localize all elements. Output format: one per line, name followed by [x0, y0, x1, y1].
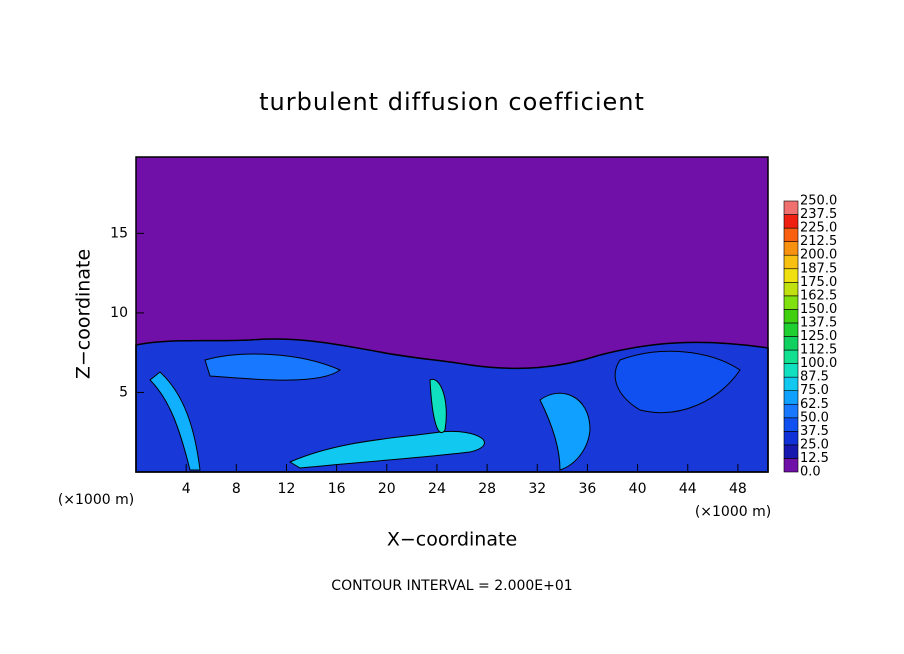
colorbar-label: 225.0 [800, 221, 837, 236]
x-tick-label: 16 [328, 481, 346, 497]
x-tick-label: 32 [528, 481, 546, 497]
colorbar-label: 200.0 [800, 248, 837, 263]
colorbar-label: 62.5 [800, 397, 829, 412]
colorbar-band [783, 268, 799, 283]
annotation: CONTOUR INTERVAL = 2.000E+01 [331, 578, 572, 594]
colorbar-band [783, 281, 799, 297]
colorbar-band [783, 444, 799, 459]
x-tick-label: 44 [679, 481, 697, 497]
y-tick-label: 10 [110, 305, 128, 321]
colorbar-label: 212.5 [800, 234, 837, 249]
colorbar-label: 75.0 [800, 383, 829, 398]
colorbar-band [783, 376, 799, 391]
colorbar-band [783, 336, 799, 351]
colorbar-label: 125.0 [800, 329, 837, 344]
colorbar-band [783, 322, 799, 337]
colorbar-label: 0.0 [800, 465, 821, 480]
x-axis-label: X−coordinate [387, 529, 517, 551]
colorbar-band [783, 417, 799, 432]
colorbar-label: 25.0 [800, 437, 829, 452]
colorbar-label: 250.0 [800, 194, 837, 209]
colorbar-label: 162.5 [800, 288, 837, 303]
turbulent-field [135, 338, 769, 473]
colorbar-band [783, 431, 799, 446]
colorbar-label: 87.5 [800, 370, 829, 385]
x-tick-label: 12 [278, 481, 296, 497]
x-tick-label: 4 [182, 481, 191, 497]
colorbar-label: 137.5 [800, 315, 837, 330]
colorbar-band [783, 363, 799, 378]
y-tick-label: 15 [110, 225, 128, 241]
colorbar-band [783, 200, 799, 215]
y-tick-label: 5 [119, 384, 128, 400]
colorbar-label: 50.0 [800, 410, 829, 425]
x-tick-label: 40 [629, 481, 647, 497]
x-tick-label: 36 [579, 481, 597, 497]
x-tick-label: 20 [378, 481, 396, 497]
colorbar-label: 12.5 [800, 451, 829, 466]
colorbar-band [783, 214, 799, 229]
colorbar-label: 112.5 [800, 343, 837, 358]
y-unit: (×1000 m) [58, 492, 134, 508]
colorbar-label: 237.5 [800, 207, 837, 222]
x-unit: (×1000 m) [695, 504, 771, 520]
y-axis-label: Z−coordinate [73, 249, 95, 379]
colorbar-band [783, 390, 799, 405]
colorbar-band [783, 349, 799, 364]
colorbar-label: 150.0 [800, 302, 837, 317]
colorbar-label: 100.0 [800, 356, 837, 371]
colorbar-label: 187.5 [800, 261, 837, 276]
colorbar-band [783, 295, 799, 310]
plot-frame [135, 156, 769, 473]
colorbar-label: 37.5 [800, 424, 829, 439]
chart-title: turbulent diffusion coefficient [259, 88, 645, 116]
colorbar-band [783, 254, 799, 270]
x-tick-label: 48 [729, 481, 747, 497]
colorbar-band [783, 241, 799, 256]
x-tick-label: 8 [232, 481, 241, 497]
colorbar-band [783, 309, 799, 324]
colorbar-band [783, 458, 799, 473]
colorbar-label: 175.0 [800, 275, 837, 290]
colorbar-band [783, 227, 799, 242]
colorbar-band [783, 403, 799, 419]
x-tick-label: 24 [428, 481, 446, 497]
x-tick-label: 28 [478, 481, 496, 497]
